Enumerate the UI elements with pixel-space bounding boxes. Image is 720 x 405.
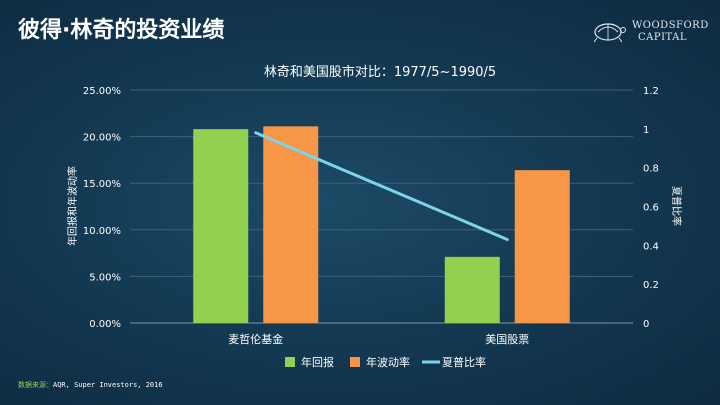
y-tick-label: 0.00% [89, 319, 121, 330]
bar [444, 256, 500, 323]
bar [193, 129, 249, 323]
chart-title: 林奇和美国股市对比：1977/5~1990/5 [264, 64, 496, 80]
line-series [254, 131, 509, 242]
y-tick-label: 15.00% [83, 179, 121, 190]
x-tick-label: 麦哲伦基金 [228, 332, 283, 346]
y2-tick-label: 0.8 [643, 164, 659, 175]
y-axis-ticks: 0.00% 5.00% 10.00% 15.00% 20.00% 25.00% [83, 86, 121, 330]
y2-tick-label: 0 [643, 319, 649, 330]
y2-tick-label: 0.4 [643, 241, 659, 252]
legend-label: 夏普比率 [442, 355, 486, 369]
y-tick-label: 10.00% [83, 226, 121, 237]
y2-axis-label: 夏普比率 [670, 186, 683, 226]
legend: 年回报 年波动率 夏普比率 [285, 355, 486, 369]
y2-tick-label: 0.6 [643, 203, 659, 214]
company-logo: WOODSFORD CAPITAL [588, 18, 708, 48]
source-note: 数据来源：AQR, Super Investors, 2016 [18, 380, 163, 390]
turtle-logo-icon [593, 23, 626, 43]
y-tick-label: 20.00% [83, 133, 121, 144]
bar [514, 170, 570, 323]
source-label: 数据来源： [18, 381, 53, 389]
slide-title: 彼得·林奇的投资业绩 [18, 18, 225, 43]
legend-label: 年回报 [301, 355, 334, 369]
y-tick-label: 5.00% [89, 272, 121, 283]
y-tick-label: 25.00% [83, 86, 121, 97]
y2-tick-label: 1 [643, 125, 649, 136]
source-text: AQR, Super Investors, 2016 [53, 381, 163, 389]
y2-tick-label: 1.2 [643, 86, 659, 97]
sharpe-line [254, 131, 509, 242]
legend-label: 年波动率 [366, 355, 410, 369]
bars [193, 126, 570, 324]
x-tick-label: 美国股票 [485, 333, 529, 346]
legend-swatch [350, 357, 360, 367]
x-axis-ticks: 麦哲伦基金 美国股票 [228, 332, 529, 346]
logo-text-line1: WOODSFORD [632, 20, 709, 31]
y2-tick-label: 0.2 [643, 280, 659, 291]
y-axis-label: 年回报和年波动率 [66, 166, 79, 246]
logo-text-line2: CAPITAL [638, 32, 688, 43]
legend-swatch [285, 357, 295, 367]
y2-axis-ticks: 0 0.2 0.4 0.6 0.8 1 1.2 [643, 86, 659, 330]
bar [263, 126, 319, 324]
